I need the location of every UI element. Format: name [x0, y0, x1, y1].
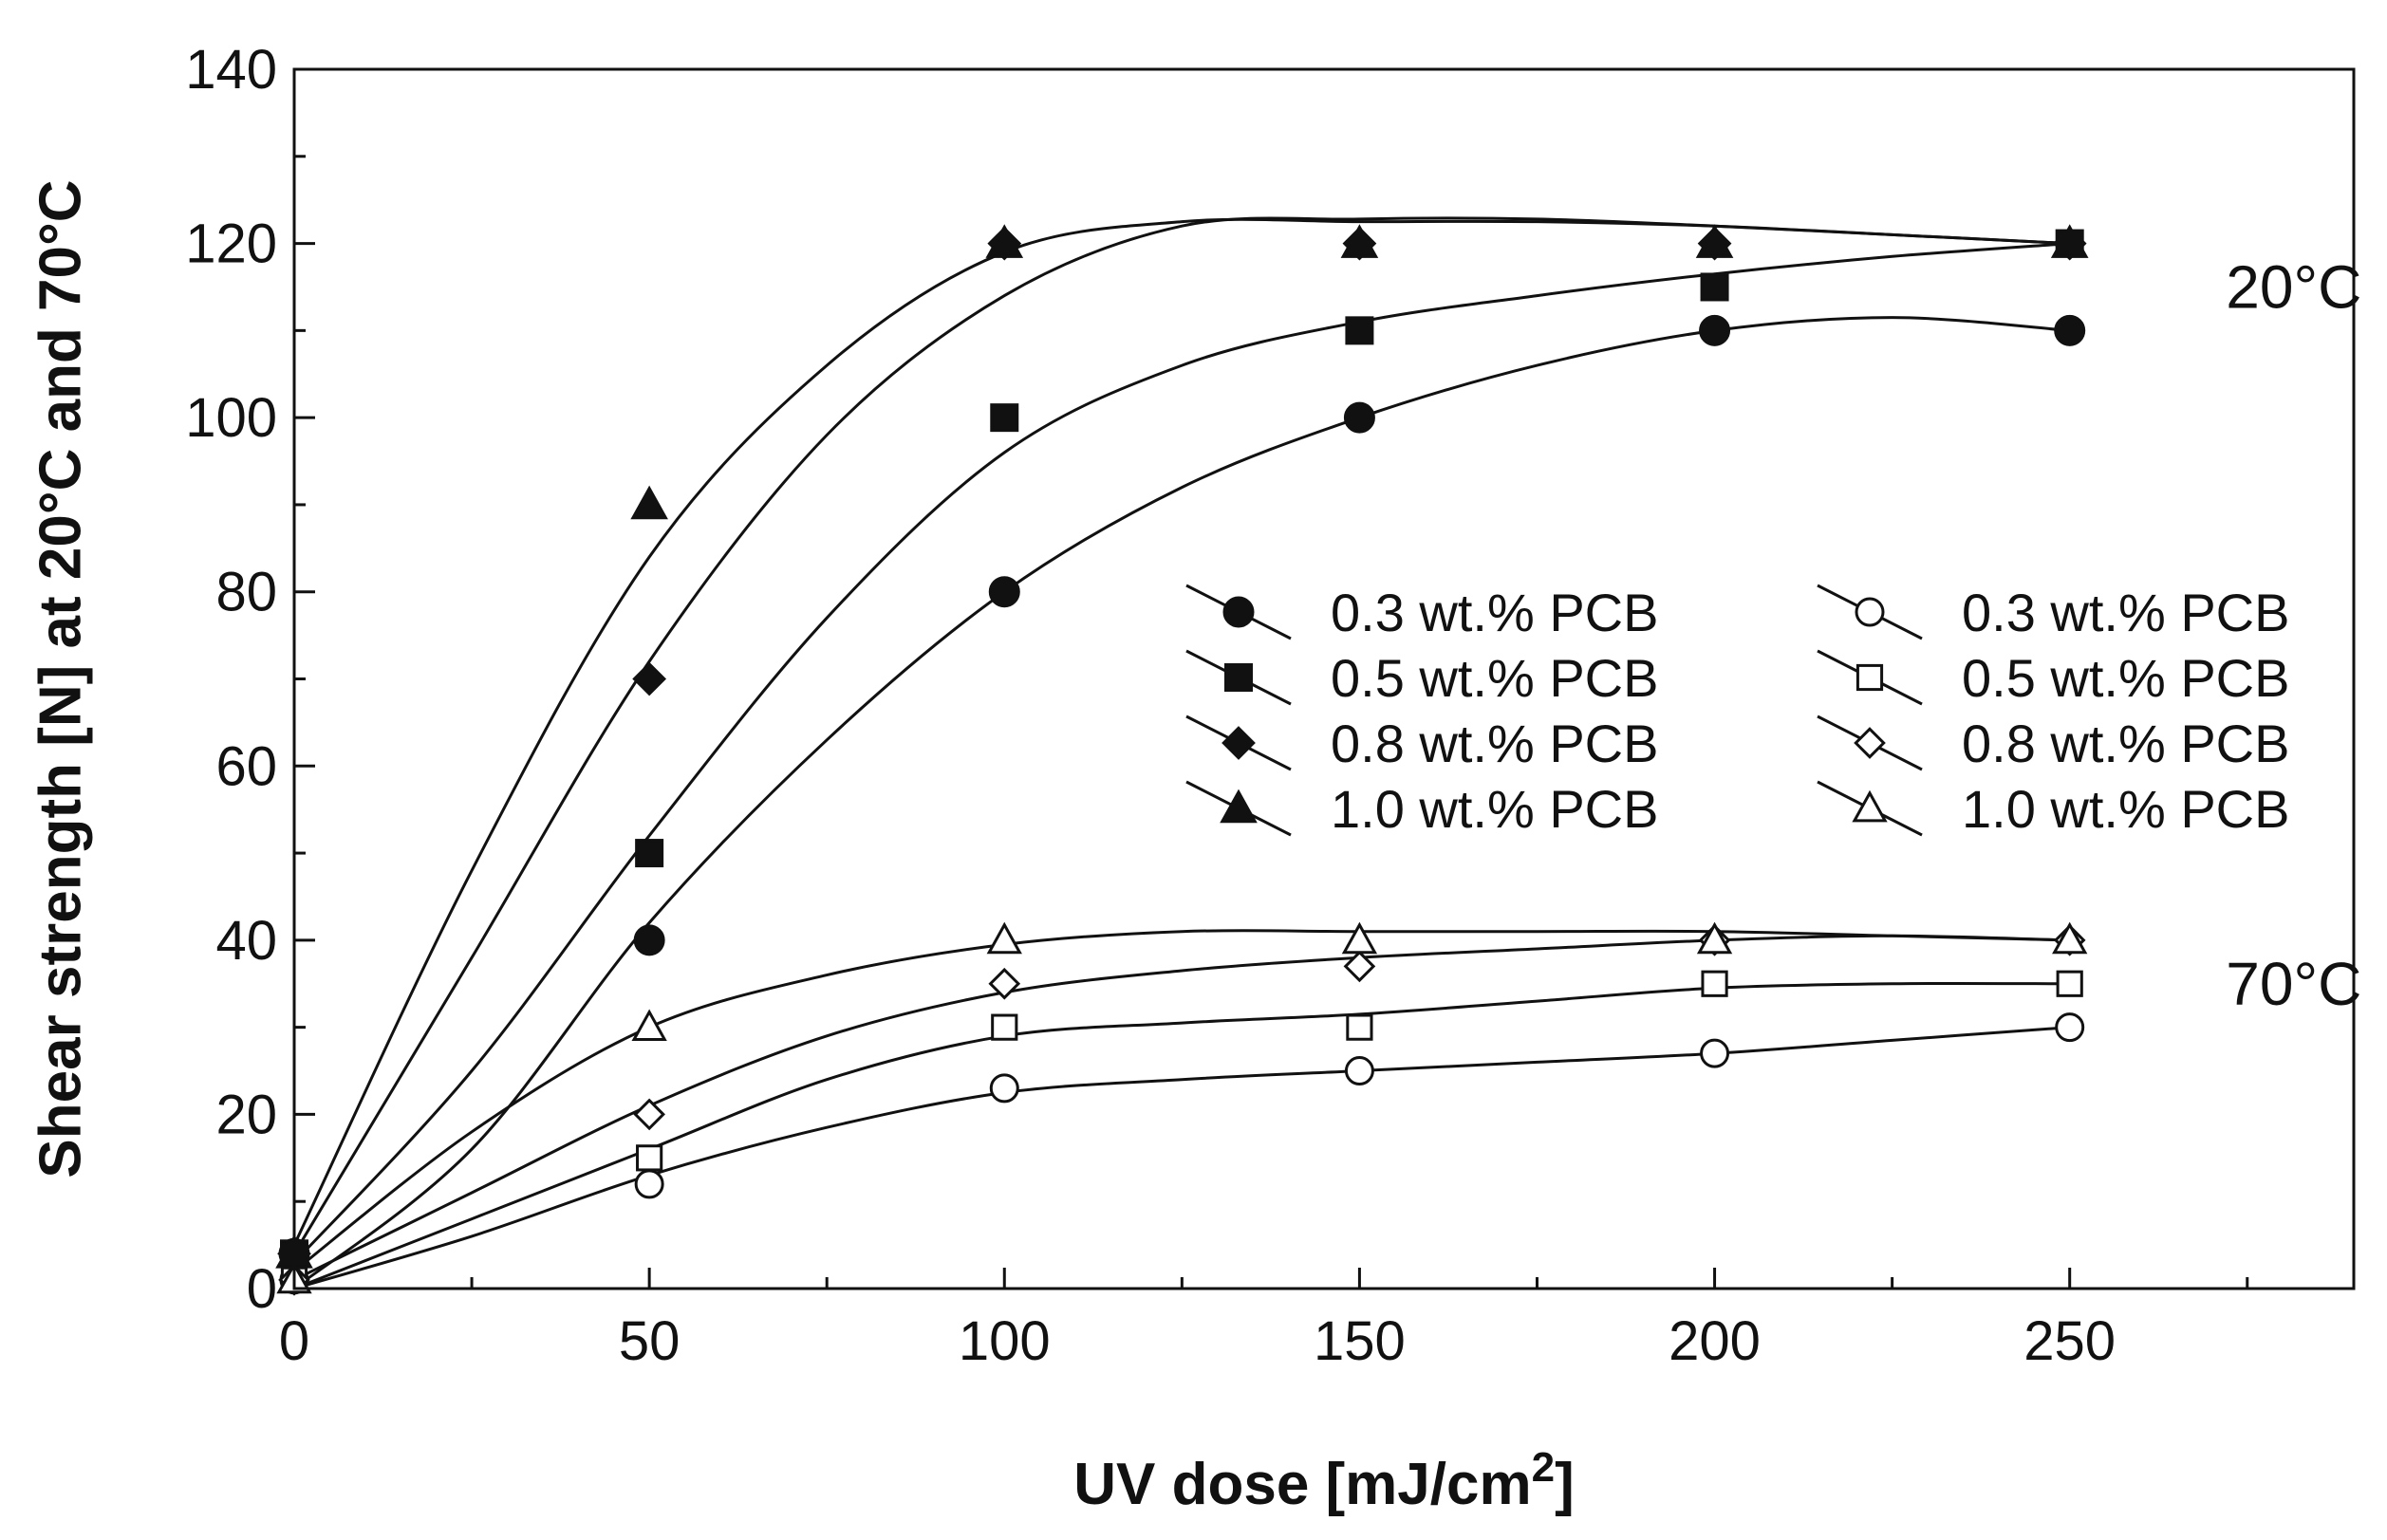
data-point-triangle-open [986, 921, 1022, 955]
annotation-label: 70°C [2226, 950, 2361, 1018]
data-point-square-filled [1700, 272, 1729, 302]
fit-curve-diamond-filled [292, 216, 2070, 1255]
data-markers [275, 224, 2089, 1296]
data-point-square-filled [635, 839, 664, 868]
legend-marker-triangle [1220, 789, 1258, 824]
data-point-square-filled [990, 403, 1019, 433]
data-point-circle-filled [1699, 314, 1731, 346]
x-axis-title-superscript: 2 [1532, 1444, 1555, 1491]
legend-entry-label: 0.5 wt.% PCB [1331, 648, 1658, 708]
x-tick-label: 100 [959, 1310, 1051, 1372]
legend-marker-circle [1855, 597, 1885, 627]
data-point-diamond-open [633, 1098, 665, 1131]
x-tick-label: 50 [619, 1310, 681, 1372]
data-point-circle-open [2055, 1012, 2085, 1043]
data-point-triangle-filled [1695, 224, 1734, 258]
y-tick-label: 120 [185, 213, 277, 275]
annotations: 20°C 70°C [2226, 252, 2361, 1017]
y-tick-label: 140 [185, 39, 277, 101]
data-point-diamond-filled [632, 661, 667, 696]
legend-entry-label: 1.0 wt.% PCB [1962, 779, 2289, 839]
x-tick-label: 150 [1314, 1310, 1406, 1372]
legend-marker-diamond [1854, 727, 1886, 759]
fit-curve-circle-open [293, 1026, 2070, 1290]
data-point-triangle-filled [630, 485, 668, 520]
tick-labels: 0 50 100 150 200 250 0 20 40 60 80 100 120 140 [185, 39, 2116, 1372]
data-point-triangle-open [1341, 921, 1378, 955]
data-point-square-open [991, 1013, 1018, 1041]
annotation-label: 20°C [2226, 252, 2361, 321]
data-point-square-open [1346, 1013, 1373, 1041]
legend-entry-label: 0.3 wt.% PCB [1331, 583, 1658, 642]
legend-entry-label: 0.3 wt.% PCB [1962, 583, 2289, 642]
legend-entry-label: 0.8 wt.% PCB [1962, 714, 2289, 773]
plot-area-frame [292, 67, 2356, 1290]
fit-curve-circle-filled [293, 316, 2070, 1290]
y-tick-label: 60 [215, 735, 277, 797]
legend-marker-triangle [1852, 789, 1888, 823]
data-point-triangle-filled [985, 224, 1024, 258]
y-tick-label: 20 [215, 1084, 277, 1145]
data-point-triangle-open [1696, 921, 1733, 955]
data-point-square-open [636, 1144, 663, 1172]
fit-curve-square-filled [292, 242, 2070, 1264]
fit-curve-triangle-open [293, 929, 2070, 1272]
y-tick-label: 40 [215, 910, 277, 972]
data-point-triangle-filled [2050, 224, 2089, 258]
legend-entry-label: 0.5 wt.% PCB [1962, 648, 2289, 708]
legend: 0.3 wt.% PCB 0.5 wt.% PCB 0.8 wt.% PCB 1.0 … [1185, 583, 2289, 839]
data-point-triangle-open [2052, 921, 2088, 955]
data-point-circle-filled [633, 924, 665, 956]
data-point-diamond-open [1343, 950, 1376, 983]
fit-curves [292, 216, 2070, 1290]
legend-entry-label: 0.8 wt.% PCB [1331, 714, 1658, 773]
fit-curve-diamond-open [293, 934, 2070, 1282]
y-axis-title: Shear strength [N] at 20°C and 70°C [28, 179, 93, 1178]
data-point-triangle-filled [1340, 224, 1379, 258]
legend-marker-square [1224, 663, 1253, 692]
data-point-circle-open [1344, 1056, 1374, 1086]
x-tick-label: 200 [1669, 1310, 1761, 1372]
y-tick-label: 0 [247, 1258, 277, 1320]
x-axis-title: UV dose [mJ/cm2] [1073, 1444, 1575, 1517]
legend-entry-label: 1.0 wt.% PCB [1331, 779, 1658, 839]
legend-marker-circle [1222, 596, 1255, 628]
y-tick-label: 80 [215, 562, 277, 623]
legend-marker-square [1856, 663, 1884, 692]
data-point-circle-filled [1343, 401, 1375, 434]
data-point-square-filled [1345, 316, 1374, 345]
fit-curve-square-open [293, 981, 2070, 1290]
legend-marker-diamond [1221, 726, 1256, 760]
data-point-circle-filled [2054, 314, 2086, 346]
y-tick-label: 100 [185, 387, 277, 449]
data-point-circle-open [1700, 1038, 1730, 1068]
data-point-circle-open [634, 1169, 664, 1199]
x-tick-label: 0 [279, 1310, 309, 1372]
data-point-circle-filled [988, 576, 1020, 608]
fit-curve-triangle-filled [292, 217, 2070, 1246]
data-point-triangle-open [631, 1009, 667, 1042]
x-tick-label: 250 [2023, 1310, 2116, 1372]
data-point-diamond-open [988, 967, 1021, 1000]
data-point-circle-open [989, 1073, 1019, 1104]
data-point-square-open [1701, 970, 1728, 997]
data-point-square-open [2056, 970, 2083, 997]
x-axis-title-main: UV dose [mJ/cm [1073, 1452, 1531, 1517]
x-axis-title-end: ] [1555, 1452, 1575, 1517]
